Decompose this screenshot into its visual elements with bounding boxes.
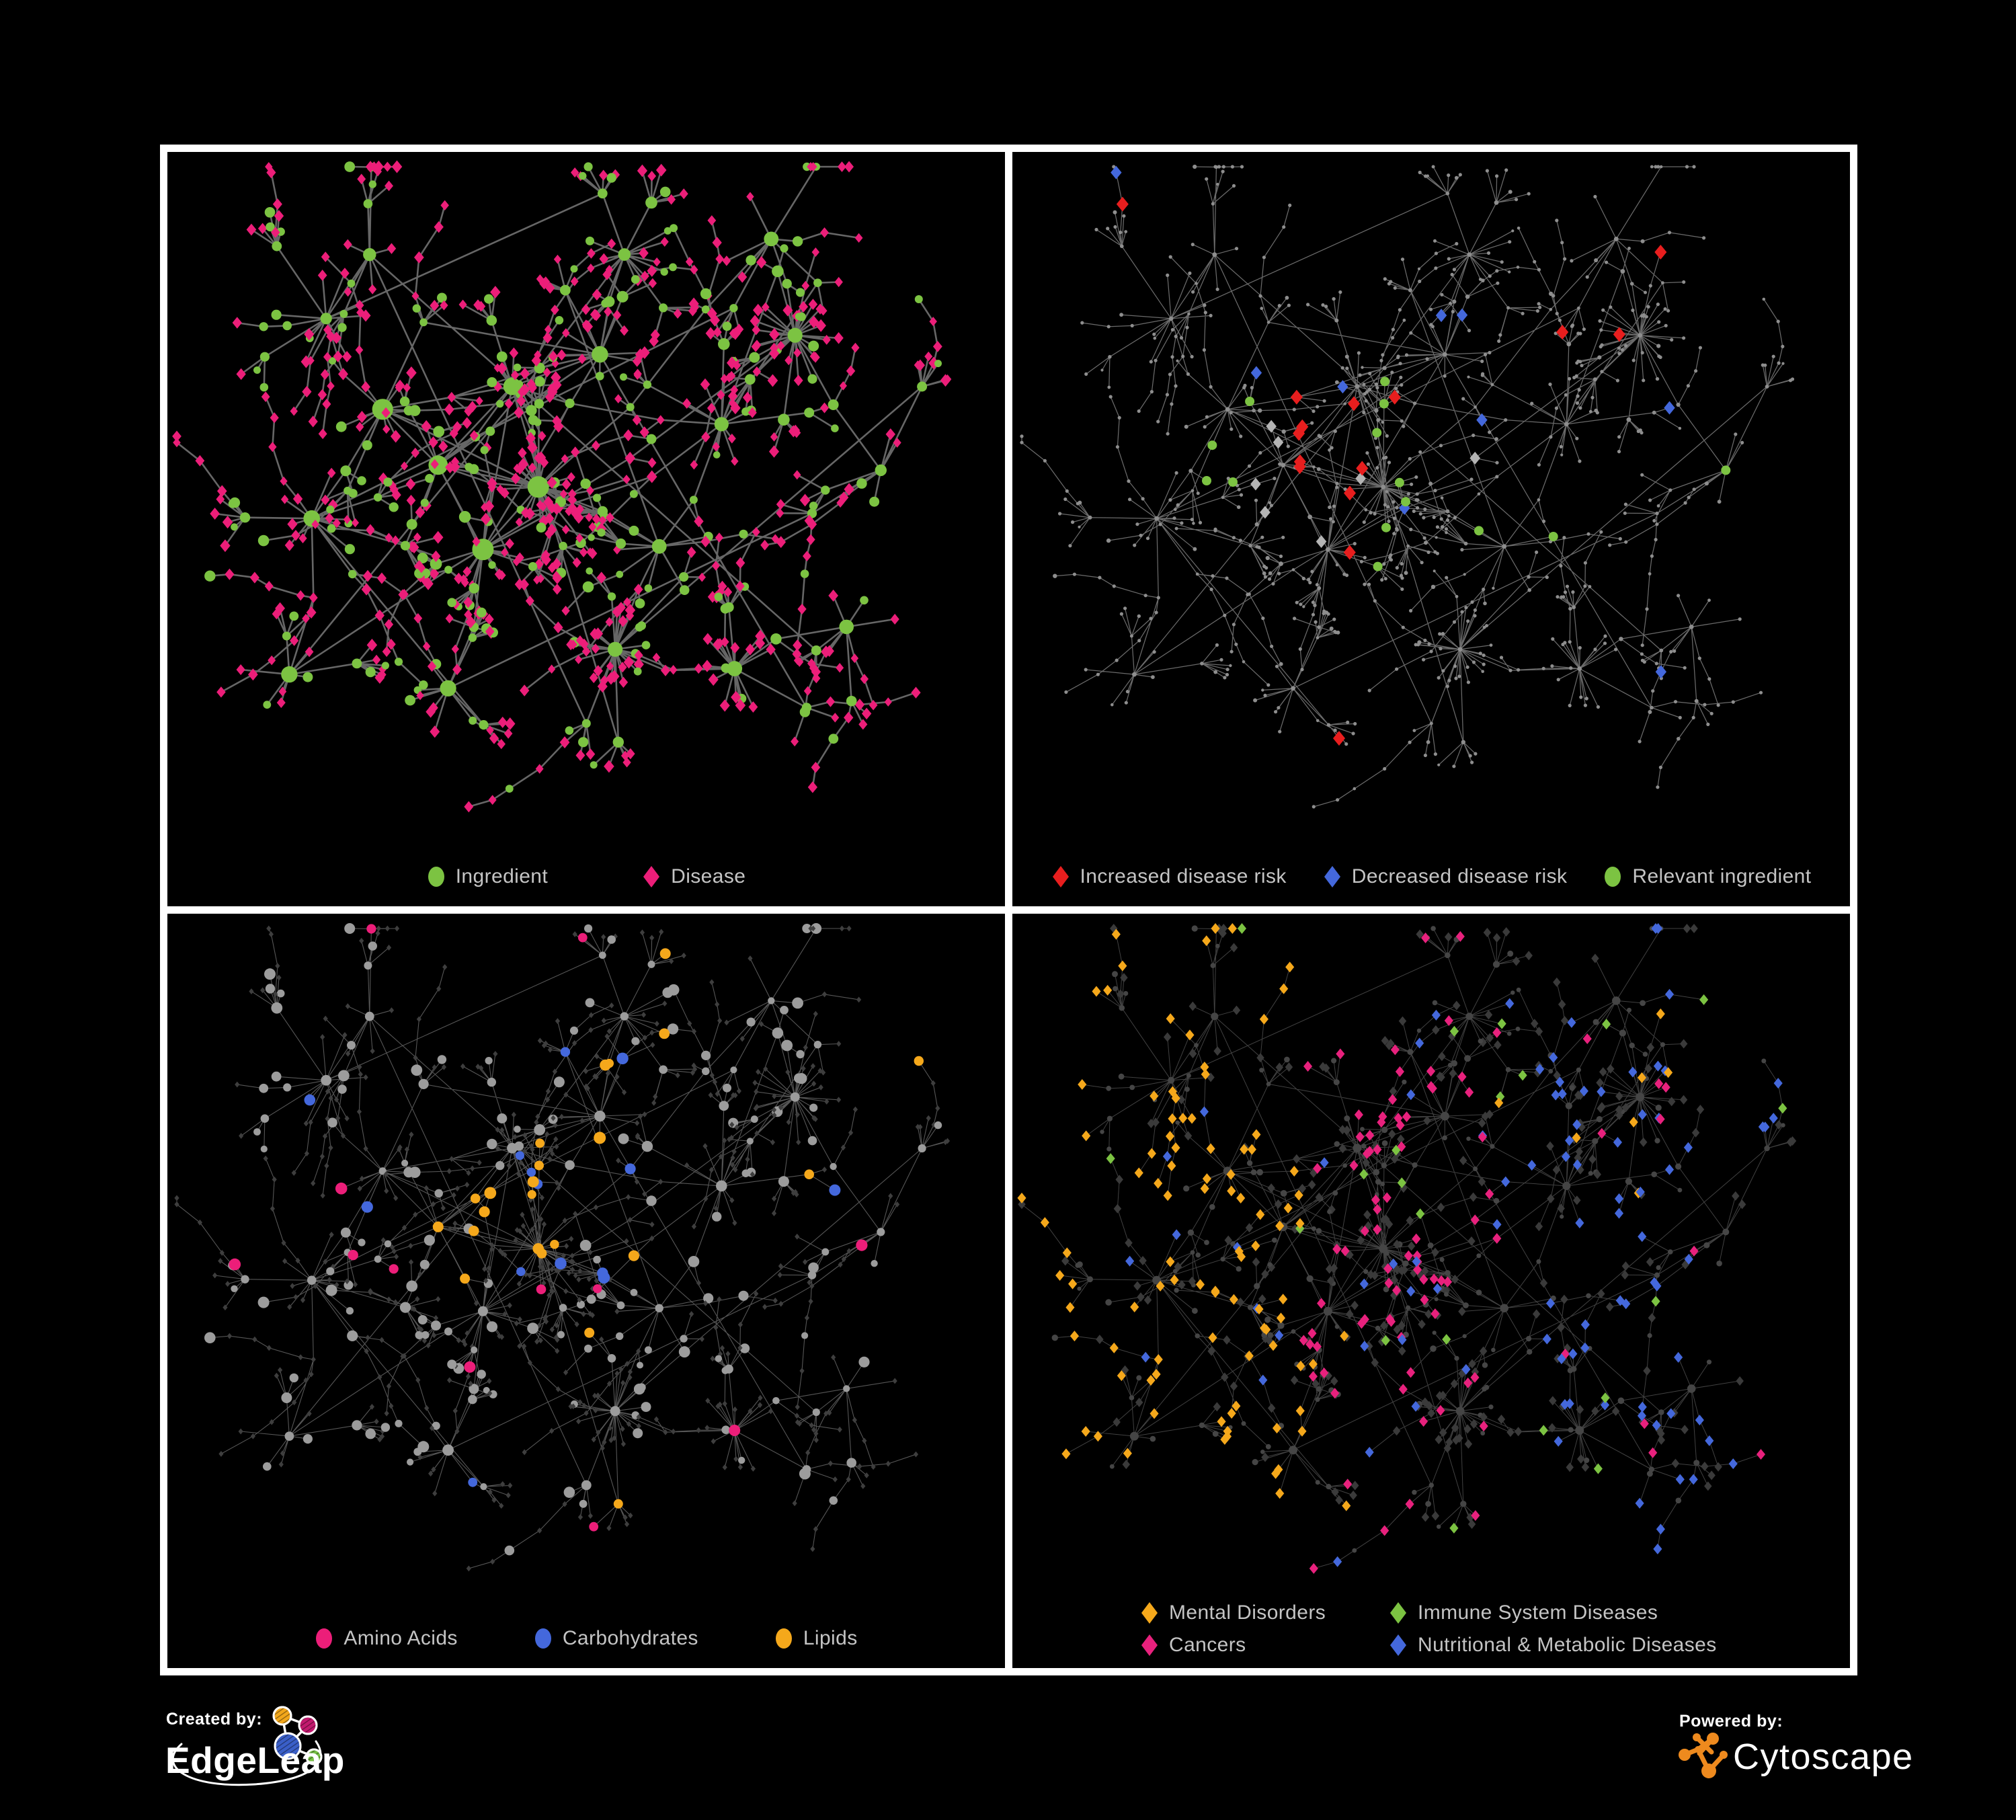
- legend-label: Decreased disease risk: [1351, 865, 1568, 887]
- legend-item-ingredient: Ingredient: [427, 865, 548, 889]
- diamond-marker-icon: [1052, 866, 1069, 887]
- diamond-marker-icon: [1390, 1634, 1406, 1656]
- network-edges: [176, 928, 949, 1569]
- legend-label: Lipids: [803, 1627, 858, 1649]
- legend-item-amino-acids: Amino Acids: [315, 1626, 457, 1651]
- network-edges: [1021, 166, 1793, 807]
- legend-item-nutritional-metabolic-diseases: Nutritional & Metabolic Diseases: [1389, 1633, 1717, 1657]
- legend-disease-risk: Increased disease risk Decreased disease …: [1012, 865, 1850, 889]
- nutrient-classes-network-graph: [174, 923, 951, 1572]
- circle-marker-icon: [534, 1628, 551, 1649]
- diamond-marker-icon: [1141, 1634, 1158, 1656]
- legend-item-mental-disorders: Mental Disorders: [1140, 1601, 1389, 1625]
- legend-item-cancers: Cancers: [1140, 1633, 1389, 1657]
- network-edges: [1021, 928, 1793, 1569]
- diamond-marker-icon: [1324, 866, 1340, 887]
- diamond-marker-icon: [1141, 1602, 1158, 1624]
- legend-item-immune-system-diseases: Immune System Diseases: [1389, 1601, 1717, 1625]
- cytoscape-network-icon: [1679, 1733, 1728, 1778]
- network-nodes-highlight: [1017, 923, 1787, 1574]
- created-by-label: Created by:: [166, 1710, 263, 1729]
- circle-marker-icon: [316, 1628, 333, 1649]
- panel-nutrient-classes: Amino Acids Carbohydrates Lipids: [167, 914, 1005, 1668]
- network-nodes-base: [1018, 924, 1797, 1553]
- network-nodes-base: [174, 923, 951, 1572]
- legend-ingredient-disease: Ingredient Disease: [167, 865, 1005, 889]
- ingredient-disease-network-graph: [172, 160, 952, 813]
- disease-risk-network-graph: [1020, 164, 1795, 809]
- network-panels-grid: Ingredient Disease Increased disease risk…: [160, 145, 1857, 1675]
- legend-item-lipids: Lipids: [774, 1626, 858, 1651]
- edgeleap-network-icon: [171, 1706, 323, 1786]
- network-edges: [175, 165, 949, 808]
- edgeleap-wordmark: EdgeLeap: [165, 1739, 345, 1781]
- legend-item-increased-disease-risk: Increased disease risk: [1051, 865, 1287, 889]
- legend-label: Disease: [671, 865, 746, 887]
- legend-label: Increased disease risk: [1080, 865, 1287, 887]
- panel-disease-categories: Mental Disorders Immune System Diseases Ca…: [1012, 914, 1850, 1668]
- cytoscape-wordmark: Cytoscape: [1733, 1737, 1914, 1777]
- legend-label: Nutritional & Metabolic Diseases: [1418, 1634, 1717, 1656]
- legend-label: Relevant ingredient: [1632, 865, 1812, 887]
- disease-categories-network-graph: [1017, 923, 1797, 1574]
- legend-nutrient-classes: Amino Acids Carbohydrates Lipids: [167, 1626, 1005, 1651]
- diamond-marker-icon: [1390, 1602, 1406, 1624]
- legend-label: Immune System Diseases: [1418, 1601, 1658, 1624]
- network-nodes-base: [1020, 164, 1795, 809]
- legend-item-carbohydrates: Carbohydrates: [534, 1626, 698, 1651]
- network-nodes-highlight: [229, 924, 924, 1532]
- circle-marker-icon: [428, 867, 444, 887]
- circle-marker-icon: [775, 1628, 792, 1649]
- powered-by-label: Powered by:: [1679, 1712, 1783, 1731]
- legend-item-disease: Disease: [642, 865, 745, 889]
- network-nodes-highlight: [1111, 165, 1731, 746]
- diamond-marker-icon: [643, 866, 660, 887]
- panel-disease-risk: Increased disease risk Decreased disease …: [1012, 152, 1850, 906]
- legend-label: Cancers: [1169, 1634, 1246, 1656]
- legend-item-relevant-ingredient: Relevant ingredient: [1603, 865, 1811, 889]
- legend-label: Mental Disorders: [1169, 1601, 1326, 1624]
- legend-label: Amino Acids: [344, 1627, 458, 1649]
- legend-label: Ingredient: [455, 865, 549, 887]
- circle-marker-icon: [1605, 867, 1621, 887]
- legend-label: Carbohydrates: [562, 1627, 698, 1649]
- panel-ingredient-disease: Ingredient Disease: [167, 152, 1005, 906]
- legend-disease-categories: Mental Disorders Immune System Diseases Ca…: [1140, 1601, 1717, 1657]
- legend-item-decreased-disease-risk: Decreased disease risk: [1323, 865, 1568, 889]
